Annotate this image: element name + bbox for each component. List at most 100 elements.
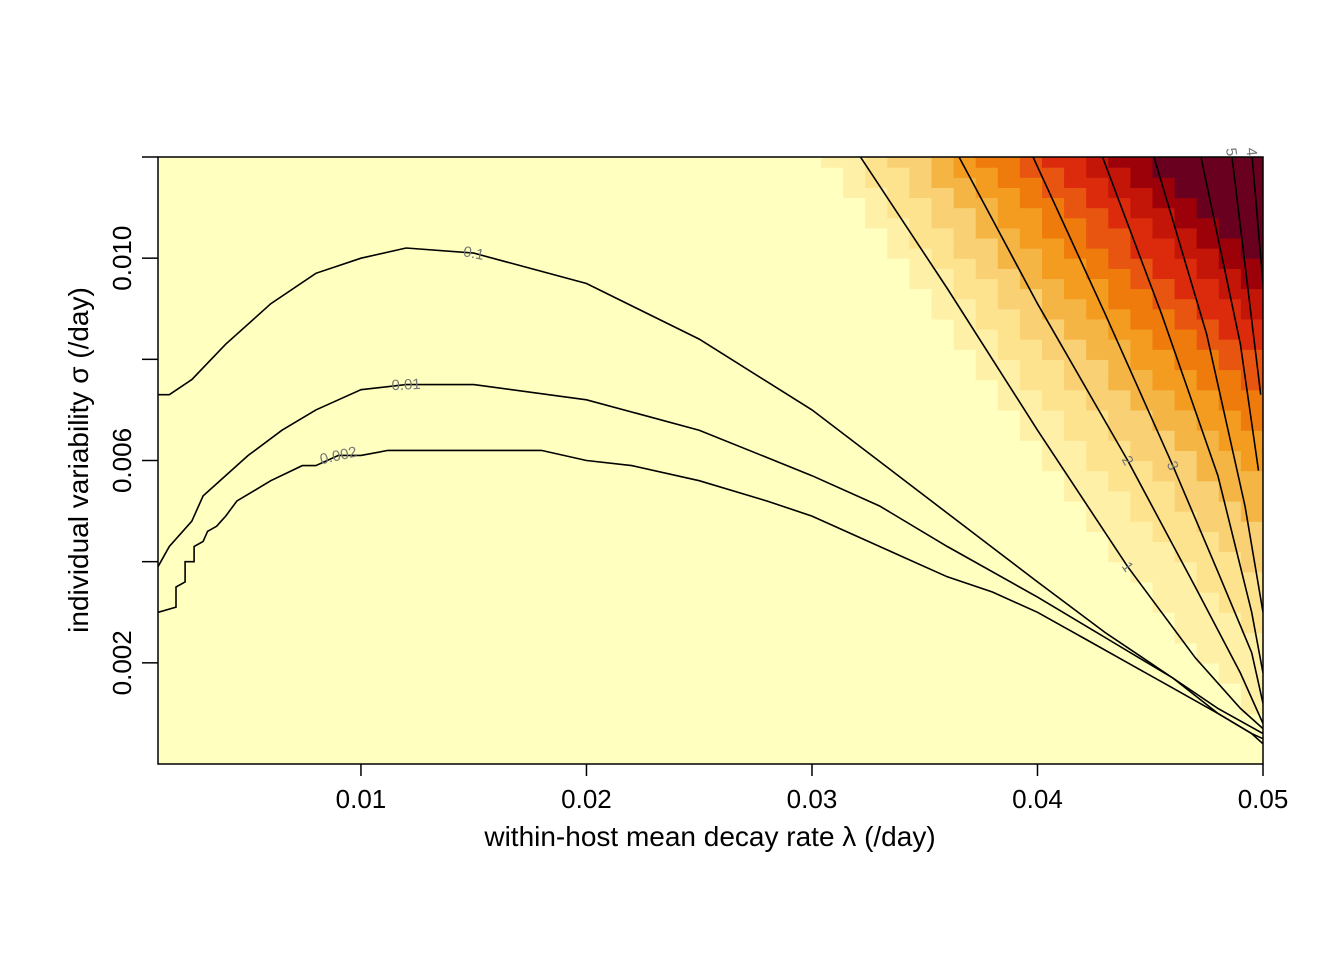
y-tick-label: 0.010 xyxy=(107,226,137,291)
heat-cell xyxy=(1152,197,1176,209)
heat-cell xyxy=(1108,511,1131,522)
heat-cell xyxy=(1196,379,1220,391)
heat-cell xyxy=(1064,480,1087,492)
heat-cell xyxy=(1042,207,1065,219)
heat-cell xyxy=(909,197,933,209)
heat-cell xyxy=(909,227,933,239)
heat-cell xyxy=(1152,541,1176,553)
heat-cell xyxy=(1218,339,1242,350)
x-tick-label: 0.04 xyxy=(1012,784,1063,814)
heat-cell xyxy=(843,187,866,199)
heat-cell xyxy=(1196,470,1220,482)
heat-cell xyxy=(1218,460,1242,472)
heat-cell xyxy=(1130,571,1154,583)
heat-cell xyxy=(1108,420,1131,431)
heat-cell xyxy=(1240,369,1263,381)
heat-cell xyxy=(1086,490,1109,502)
heat-cell xyxy=(1019,430,1043,441)
heat-cell xyxy=(1196,278,1220,290)
heat-cell xyxy=(1152,298,1176,310)
heat-cell xyxy=(1042,369,1065,381)
heat-cell xyxy=(1019,389,1043,401)
heat-cell xyxy=(1130,541,1154,553)
heat-cell xyxy=(1174,268,1198,279)
heat-cell xyxy=(1019,197,1043,209)
heat-cell xyxy=(953,217,977,229)
heat-cell xyxy=(1240,217,1263,229)
heat-cell xyxy=(887,207,910,219)
heat-cell xyxy=(1174,369,1198,381)
heat-cell xyxy=(1108,177,1131,188)
heat-cell xyxy=(997,298,1021,310)
heat-cell xyxy=(1218,541,1242,553)
heat-cell xyxy=(1108,470,1131,482)
heat-cell xyxy=(1152,430,1176,441)
heat-cell xyxy=(1086,399,1109,411)
heat-cell xyxy=(1042,379,1065,391)
heat-cell xyxy=(1196,511,1220,522)
heat-cell xyxy=(1240,703,1263,715)
heat-cell xyxy=(1108,430,1131,441)
heat-cell xyxy=(1130,409,1154,421)
heat-cell xyxy=(1042,177,1065,188)
heat-cell xyxy=(931,248,955,259)
heat-cell xyxy=(887,187,910,199)
heat-cell xyxy=(1064,268,1087,279)
heat-cell xyxy=(1130,440,1154,451)
heat-cell xyxy=(1130,187,1154,199)
heat-cell xyxy=(1174,541,1198,553)
heat-cell xyxy=(1196,652,1220,664)
heat-cell xyxy=(1130,551,1154,563)
heat-cell xyxy=(1152,258,1176,269)
heat-cell xyxy=(1086,430,1109,441)
heat-cell xyxy=(1130,511,1154,522)
heat-cell xyxy=(1240,672,1263,684)
heat-cell xyxy=(1196,602,1220,613)
heat-cell xyxy=(887,167,910,178)
heat-cell xyxy=(975,339,999,350)
heat-cell xyxy=(1019,227,1043,239)
heat-cell xyxy=(1152,237,1176,249)
heat-cell xyxy=(931,167,955,178)
heat-cell xyxy=(1218,197,1242,209)
heat-cell xyxy=(1240,278,1263,290)
heat-cell xyxy=(1174,612,1198,623)
heat-cell xyxy=(1064,460,1087,472)
heat-cell xyxy=(1152,217,1176,229)
heat-cell xyxy=(953,207,977,219)
heat-cell xyxy=(953,177,977,188)
heat-cell xyxy=(1152,531,1176,543)
heat-cell xyxy=(1240,227,1263,239)
heat-cell xyxy=(1196,258,1220,269)
heat-cell xyxy=(1240,197,1263,209)
heat-cell xyxy=(887,177,910,188)
heat-cell xyxy=(1108,258,1131,269)
heat-cell xyxy=(865,157,888,168)
x-axis-label: within-host mean decay rate λ (/day) xyxy=(483,821,935,852)
heat-cell xyxy=(1240,652,1263,664)
heat-cell xyxy=(1174,177,1198,188)
heat-cell xyxy=(1196,420,1220,431)
heat-cell xyxy=(909,157,933,168)
heat-cell xyxy=(1064,298,1087,310)
heat-cell xyxy=(1218,187,1242,199)
heat-cell xyxy=(1130,359,1154,371)
heat-cell xyxy=(1086,349,1109,360)
heat-cell xyxy=(865,217,888,229)
heat-cell xyxy=(997,167,1021,178)
heat-cell xyxy=(1218,237,1242,249)
contour-line xyxy=(1251,157,1263,284)
heat-cell xyxy=(909,278,933,290)
heat-cell xyxy=(1086,500,1109,512)
heat-cell xyxy=(1152,177,1176,188)
heat-cell xyxy=(1218,399,1242,411)
heat-cell xyxy=(1086,298,1109,310)
heat-cell xyxy=(1218,318,1242,330)
heat-cell xyxy=(1174,561,1198,573)
heat-cell xyxy=(1240,561,1263,573)
heat-cell xyxy=(1130,167,1154,178)
heat-cell xyxy=(1240,349,1263,360)
heat-cell xyxy=(1019,248,1043,259)
heat-cell xyxy=(1108,359,1131,371)
heat-cell xyxy=(975,359,999,371)
